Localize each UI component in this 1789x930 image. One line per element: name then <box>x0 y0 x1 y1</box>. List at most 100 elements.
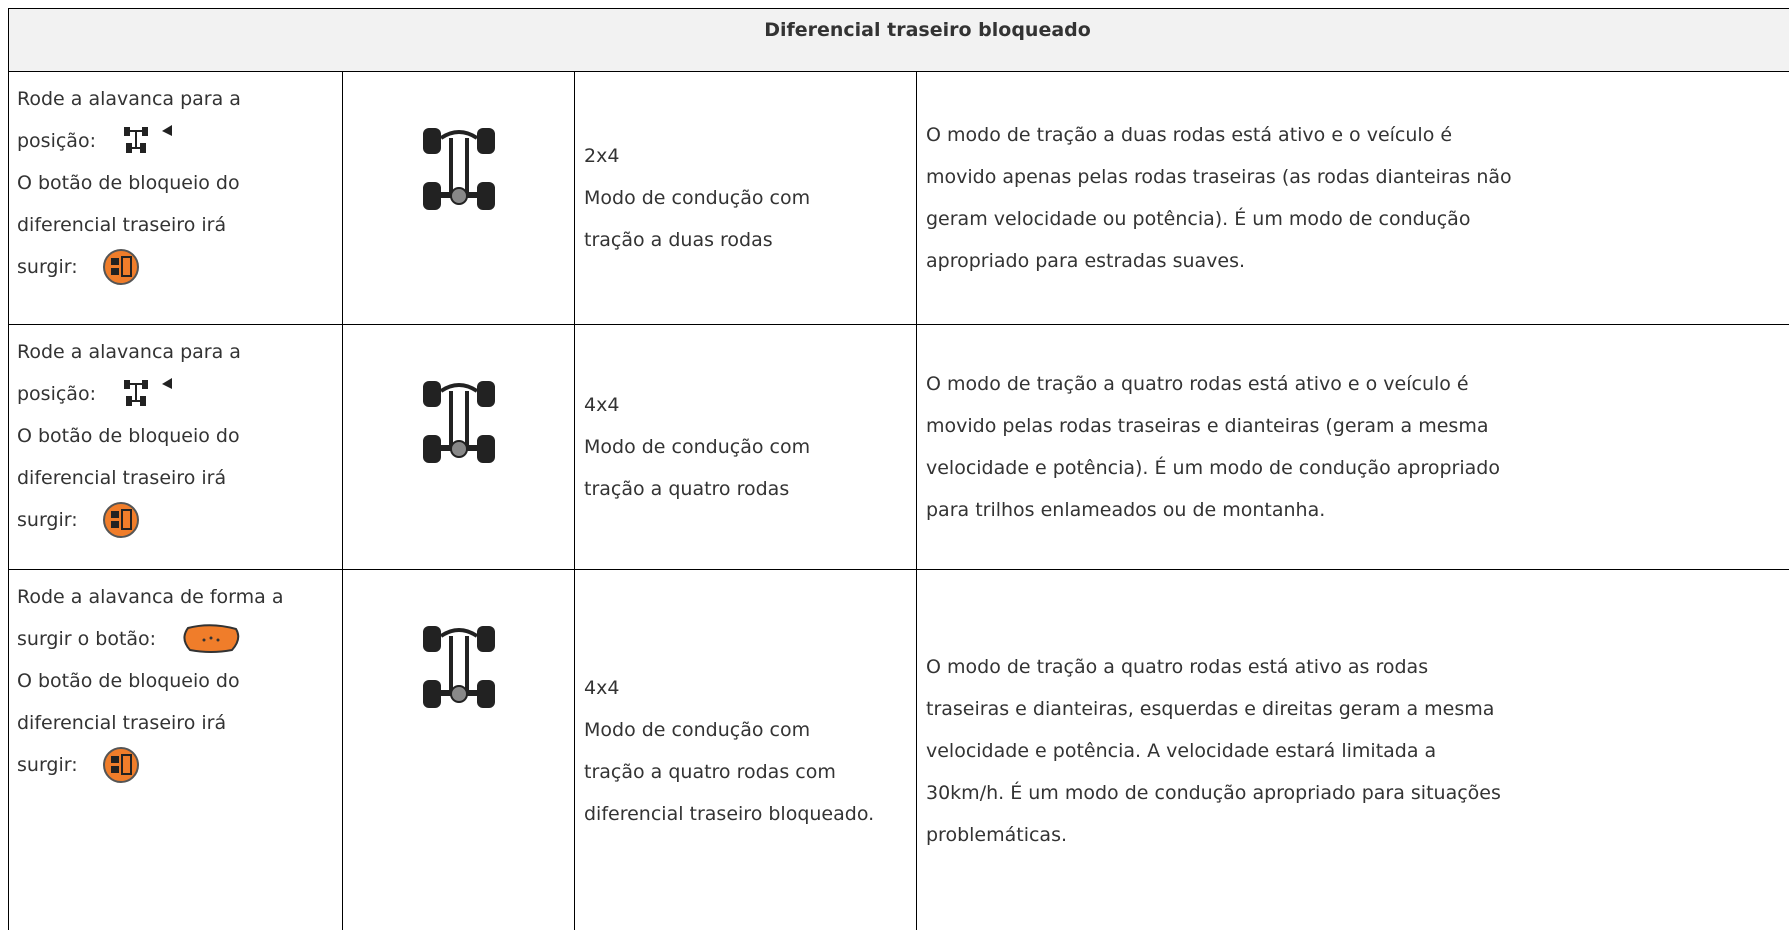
description-cell: O modo de tração a quatro rodas está ati… <box>916 324 1789 570</box>
table-title: Diferencial traseiro bloqueado <box>8 8 1789 72</box>
instruction-text: posição: <box>17 383 96 405</box>
description-cell: O modo de tração a duas rodas está ativo… <box>916 71 1789 325</box>
instruction-line: posição: <box>17 373 342 415</box>
instruction-text: surgir: <box>17 754 78 776</box>
mode-text: tração a quatro rodas <box>584 478 790 500</box>
description-text: geram velocidade ou potência). É um modo… <box>926 208 1471 230</box>
description-line: problemáticas. <box>926 814 1789 856</box>
mode-text: 2x4 <box>584 145 620 167</box>
description-text: problemáticas. <box>926 823 1068 846</box>
description-text: apropriado para estradas suaves. <box>926 250 1246 272</box>
mode-line: 2x4 <box>584 135 916 177</box>
mode-text: tração a quatro rodas com <box>584 760 836 783</box>
description-text: 30km/h. É um modo de condução apropriado… <box>926 781 1501 804</box>
instruction-line: O botão de bloqueio do <box>17 660 342 702</box>
instruction-text: O botão de bloqueio do <box>17 172 240 194</box>
mode-line: Modo de condução com <box>584 177 916 219</box>
description-line: geram velocidade ou potência). É um modo… <box>926 198 1789 240</box>
table-row: Rode a alavanca de forma a surgir o botão… <box>8 569 1789 930</box>
description-line: movido pelas rodas traseiras e dianteira… <box>926 405 1789 447</box>
instruction-line: O botão de bloqueio do <box>17 415 342 457</box>
instruction-text: surgir: <box>17 509 78 531</box>
instruction-text: Rode a alavanca para a <box>17 88 241 110</box>
mode-line: 4x4 <box>584 667 916 709</box>
header-row: Diferencial traseiro bloqueado <box>8 8 1789 72</box>
mode-line: tração a quatro rodas com <box>584 751 916 793</box>
lock-button-icon <box>102 502 139 538</box>
description-line: para trilhos enlameados ou de montanha. <box>926 489 1789 531</box>
lock-button-icon <box>102 249 139 285</box>
mode-line: Modo de condução com <box>584 709 916 751</box>
mode-text: 4x4 <box>584 676 620 699</box>
description-text: movido pelas rodas traseiras e dianteira… <box>926 415 1489 437</box>
instruction-text: O botão de bloqueio do <box>17 425 240 447</box>
icon-cell <box>342 324 575 570</box>
description-text: velocidade e potência). É um modo de con… <box>926 457 1500 479</box>
instruction-text: Rode a alavanca de forma a <box>17 586 284 608</box>
instruction-text: Rode a alavanca para a <box>17 341 241 363</box>
table-row: Rode a alavanca para a posição: O botão de… <box>8 71 1789 325</box>
instruction-text: diferencial traseiro irá <box>17 467 227 489</box>
lock-button-icon <box>102 747 139 783</box>
table-row: Rode a alavanca para a posição: O botão de… <box>8 324 1789 570</box>
mode-cell: 4x4 Modo de condução com tração a quatro r… <box>574 324 917 570</box>
instruction-text: O botão de bloqueio do <box>17 670 240 692</box>
description-line: O modo de tração a duas rodas está ativo… <box>926 114 1789 156</box>
diff-table: Diferencial traseiro bloqueado Rode a al… <box>8 8 1789 930</box>
instruction-cell: Rode a alavanca para a posição: O botão de… <box>8 71 343 325</box>
description-line: velocidade e potência. A velocidade esta… <box>926 730 1789 772</box>
instruction-line: diferencial traseiro irá <box>17 457 342 499</box>
description-text: velocidade e potência. A velocidade esta… <box>926 739 1437 762</box>
lever-icon <box>123 378 172 406</box>
description-line: traseiras e dianteiras, esquerdas e dire… <box>926 688 1789 730</box>
instruction-text: diferencial traseiro irá <box>17 214 227 236</box>
instruction-cell: Rode a alavanca de forma a surgir o botão… <box>8 569 343 930</box>
instruction-line: surgir: <box>17 499 342 541</box>
instruction-line: surgir: <box>17 744 342 786</box>
mode-text: tração a duas rodas <box>584 229 773 251</box>
instruction-text: surgir: <box>17 256 78 278</box>
mode-line: diferencial traseiro bloqueado. <box>584 793 916 835</box>
mode-text: Modo de condução com <box>584 436 811 458</box>
mode-line: tração a duas rodas <box>584 219 916 261</box>
instruction-line: posição: <box>17 120 342 162</box>
instruction-line: surgir: <box>17 246 342 288</box>
mode-text: Modo de condução com <box>584 187 811 209</box>
description-line: O modo de tração a quatro rodas está ati… <box>926 646 1789 688</box>
instruction-text: surgir o botão: <box>17 628 157 650</box>
instruction-text: posição: <box>17 130 96 152</box>
instruction-line: surgir o botão: <box>17 618 342 660</box>
instruction-line: diferencial traseiro irá <box>17 204 342 246</box>
description-line: velocidade e potência). É um modo de con… <box>926 447 1789 489</box>
orange-button-icon <box>183 624 240 653</box>
mode-line: 4x4 <box>584 384 916 426</box>
lever-icon <box>123 125 172 153</box>
description-line: 30km/h. É um modo de condução apropriado… <box>926 772 1789 814</box>
description-text: O modo de tração a quatro rodas está ati… <box>926 373 1469 395</box>
chassis-icon <box>422 381 495 463</box>
chassis-icon <box>422 128 495 210</box>
instruction-line: Rode a alavanca para a <box>17 331 342 373</box>
instruction-cell: Rode a alavanca para a posição: O botão de… <box>8 324 343 570</box>
description-text: O modo de tração a quatro rodas está ati… <box>926 655 1429 678</box>
instruction-line: O botão de bloqueio do <box>17 162 342 204</box>
instruction-text: diferencial traseiro irá <box>17 712 227 734</box>
instruction-line: Rode a alavanca de forma a <box>17 576 342 618</box>
description-text: para trilhos enlameados ou de montanha. <box>926 499 1326 521</box>
icon-cell <box>342 71 575 325</box>
instruction-line: Rode a alavanca para a <box>17 78 342 120</box>
description-line: O modo de tração a quatro rodas está ati… <box>926 363 1789 405</box>
description-text: movido apenas pelas rodas traseiras (as … <box>926 166 1512 188</box>
icon-cell <box>342 569 575 930</box>
description-text: traseiras e dianteiras, esquerdas e dire… <box>926 697 1495 720</box>
mode-text: diferencial traseiro bloqueado. <box>584 802 875 825</box>
description-text: O modo de tração a duas rodas está ativo… <box>926 124 1453 146</box>
description-line: apropriado para estradas suaves. <box>926 240 1789 282</box>
description-cell: O modo de tração a quatro rodas está ati… <box>916 569 1789 930</box>
chassis-icon <box>422 626 495 708</box>
instruction-line: diferencial traseiro irá <box>17 702 342 744</box>
mode-line: tração a quatro rodas <box>584 468 916 510</box>
description-line: movido apenas pelas rodas traseiras (as … <box>926 156 1789 198</box>
mode-text: Modo de condução com <box>584 718 811 741</box>
